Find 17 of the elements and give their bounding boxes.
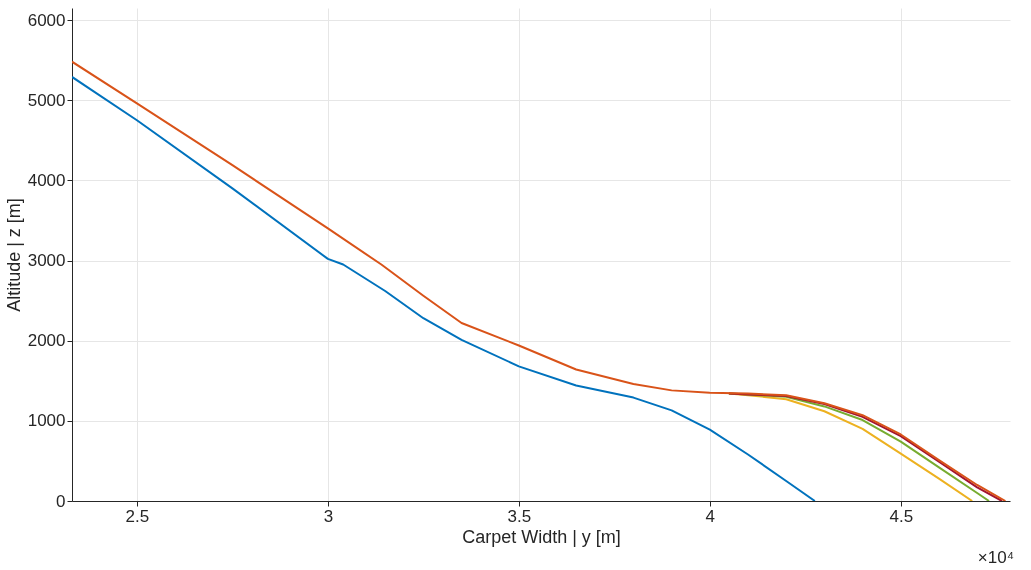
text: ×10⁴ xyxy=(977,548,1014,567)
y-tick-label: 4000 xyxy=(27,170,66,190)
line-series xyxy=(72,60,1007,501)
x-tick-label: 4 xyxy=(705,506,716,526)
y-axis-title: Altitude | z [m] xyxy=(3,198,24,312)
x-tick-label: 3 xyxy=(323,506,334,526)
y-tick-label: 2000 xyxy=(27,331,66,351)
y-tick-label: 5000 xyxy=(27,90,66,110)
y-tick-label: 0 xyxy=(56,491,66,511)
y-tick-label: 3000 xyxy=(27,251,66,271)
x-tick-label: 3.5 xyxy=(507,506,532,526)
x-tick-label: 4.5 xyxy=(889,506,914,526)
x-axis-title: Carpet Width | y [m] xyxy=(462,526,621,547)
y-tick-label: 6000 xyxy=(27,10,66,30)
y-tick-label: 1000 xyxy=(27,411,66,431)
x-tick-label: 2.5 xyxy=(125,506,150,526)
line-series xyxy=(72,75,816,501)
